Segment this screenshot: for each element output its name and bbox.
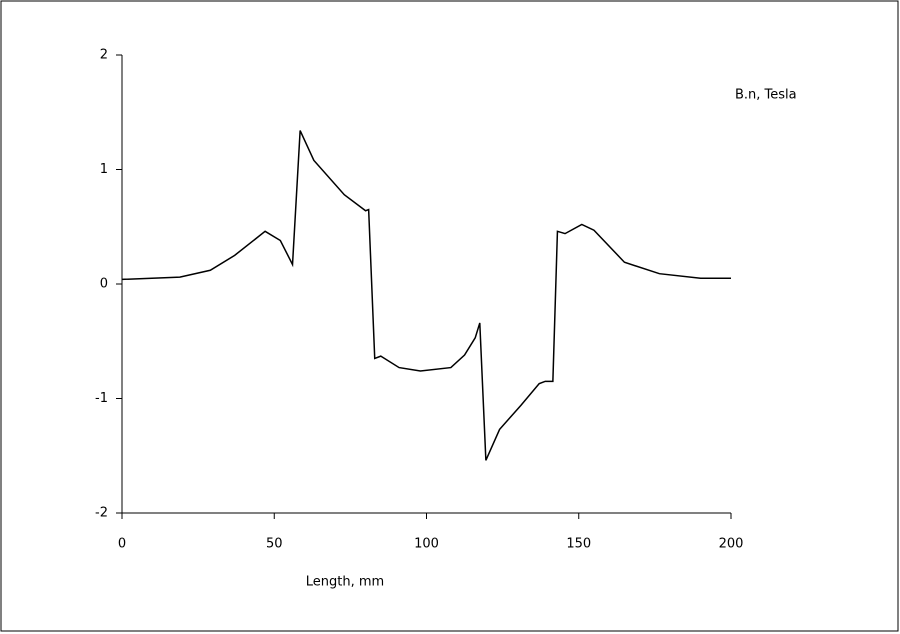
y-tick-label: 2	[100, 48, 108, 63]
x-axis-label: Length, mm	[306, 575, 384, 590]
x-tick-label: 50	[266, 537, 283, 552]
x-tick-label: 0	[118, 537, 126, 552]
x-tick-label: 200	[719, 537, 744, 552]
line-series	[121, 130, 731, 461]
y-tick-label: -1	[95, 391, 108, 406]
y-tick-label: 0	[100, 277, 108, 292]
y-tick-label: 1	[100, 162, 108, 177]
y-tick-label: -2	[95, 506, 108, 521]
x-tick-label: 150	[566, 537, 591, 552]
annotation: B.n, Tesla	[735, 88, 797, 103]
x-tick-label: 100	[414, 537, 439, 552]
